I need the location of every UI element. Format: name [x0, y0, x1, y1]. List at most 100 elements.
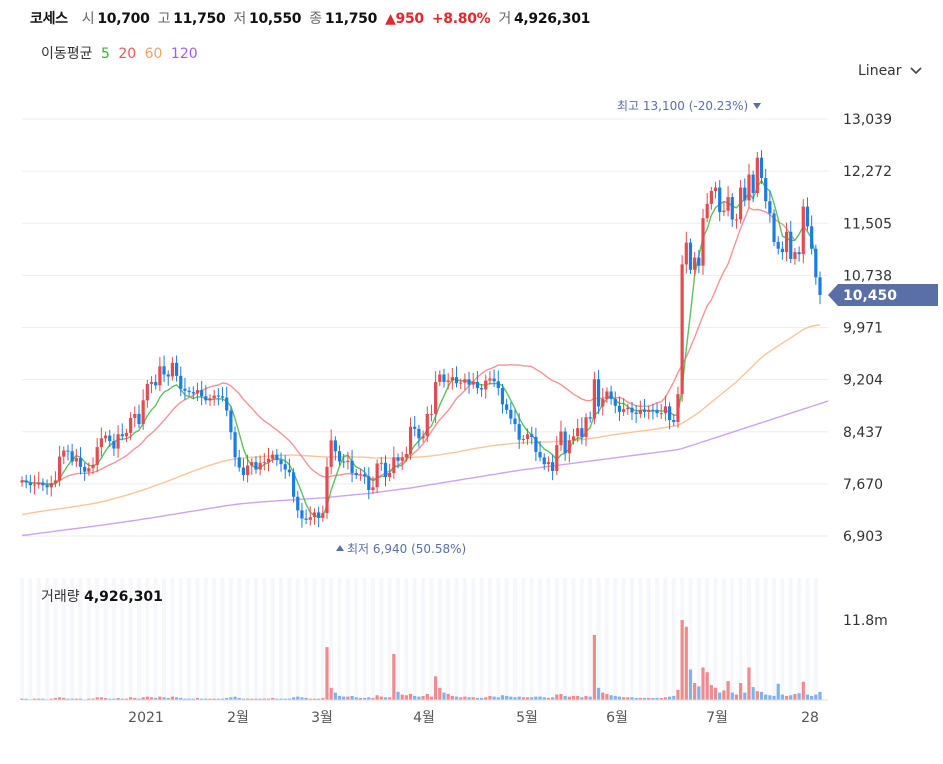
candle-body [463, 379, 467, 383]
y-tick-label: 6,903 [843, 529, 883, 545]
volume-bar [78, 698, 83, 700]
volume-bar [596, 687, 601, 700]
candle-body [83, 466, 87, 472]
volume-bg-stripe [253, 578, 258, 700]
volume-bg-stripe [454, 578, 459, 700]
volume-bar [525, 697, 530, 700]
candle-body [58, 456, 62, 481]
volume-bar [20, 698, 24, 700]
candle-body [755, 157, 759, 194]
ma-60-legend[interactable]: 60 [144, 46, 163, 62]
volume-bg-stripe [788, 578, 793, 700]
volume-bar [764, 694, 768, 700]
ma-20-legend[interactable]: 20 [118, 46, 137, 62]
candle-body [112, 441, 116, 449]
volume-bar [112, 698, 116, 700]
volume-bar [250, 698, 254, 700]
candle-body [204, 396, 208, 401]
candle-body [296, 496, 300, 511]
change-percent: +8.80% [431, 11, 491, 27]
ma-5-legend[interactable]: 5 [100, 46, 110, 62]
volume-bg-stripe [780, 578, 785, 700]
volume-bar [776, 683, 780, 700]
volume-bar [279, 698, 283, 700]
volume-bg-stripe [128, 578, 133, 700]
volume-bar [509, 696, 513, 700]
volume-bar [521, 697, 525, 700]
volume-bar [208, 698, 212, 700]
volume-bg-stripe [36, 578, 41, 700]
volume-bar [62, 697, 66, 700]
volume-bar [709, 685, 713, 700]
volume-bg-stripe [86, 578, 91, 700]
volume-bar [58, 697, 62, 700]
volume-bar [392, 653, 396, 700]
y-tick-label: 9,971 [843, 321, 883, 337]
volume-bar [617, 696, 622, 700]
volume-bar [187, 698, 191, 700]
volume-bar [484, 697, 488, 700]
candle-body [149, 381, 154, 384]
candle-body [814, 248, 818, 278]
volume-bg-stripe [295, 578, 300, 700]
x-axis: 2021 2월 3월 4월 5월 6월 7월 28 [128, 710, 819, 726]
volume-bar [492, 696, 496, 700]
volume-bg-stripe [270, 578, 275, 700]
volume-bg-stripe [655, 578, 660, 700]
candle-body [183, 388, 187, 391]
volume-bar [91, 698, 95, 700]
volume-bg-stripe [446, 578, 451, 700]
candle-body [818, 277, 822, 295]
volume-bar [801, 681, 805, 700]
candle-body [291, 472, 296, 497]
candle-body [651, 409, 655, 411]
volume-bar [300, 697, 304, 700]
volume-bar [630, 697, 634, 700]
volume-bar [212, 698, 216, 700]
volume-bar [70, 698, 74, 700]
candle-body [663, 406, 668, 414]
volume-bg-stripe [487, 578, 492, 700]
ma20-line [21, 206, 796, 485]
candle-body [442, 374, 446, 382]
volume-bg-stripe [412, 578, 417, 700]
candle-body [350, 460, 354, 474]
candle-body [513, 418, 517, 425]
volume-bar [500, 695, 505, 700]
volume-bar [204, 698, 208, 700]
volume-bar [413, 695, 417, 700]
volume-bg-stripe [429, 578, 434, 700]
volume-bar [158, 696, 162, 700]
candle-body [538, 451, 542, 458]
candle-body [784, 231, 789, 253]
volume-bar [651, 697, 655, 700]
volume-bg-stripe [145, 578, 150, 700]
candle-body [404, 453, 408, 458]
volume-bar [174, 697, 179, 700]
volume-bg-stripe [554, 578, 559, 700]
volume-bar [354, 697, 358, 700]
ma-120-legend[interactable]: 120 [170, 46, 198, 62]
candle-body [170, 362, 175, 377]
volume-bar [321, 697, 325, 700]
volume-bar [154, 697, 158, 700]
candle-body [32, 484, 37, 486]
volume-bg-stripe [212, 578, 217, 700]
candle-body [647, 409, 651, 412]
volume-bar [49, 698, 53, 700]
candle-body [747, 174, 751, 201]
volume-bar [667, 696, 672, 700]
candle-body [362, 474, 367, 477]
candle-body [680, 264, 684, 395]
volume-bar [463, 696, 467, 700]
candle-body [730, 197, 734, 220]
candle-body [484, 380, 488, 390]
candle-body [592, 379, 596, 419]
scale-dropdown[interactable]: Linear [858, 63, 922, 79]
ma120-line [21, 400, 829, 537]
candles [20, 150, 822, 528]
candle-body [337, 451, 342, 462]
volume-bar [116, 697, 120, 700]
volume-bar [287, 698, 291, 700]
